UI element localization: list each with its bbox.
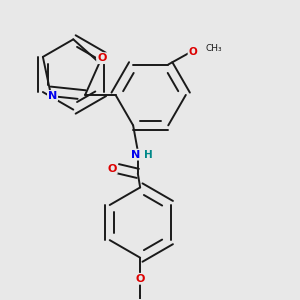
Text: H: H	[144, 150, 153, 160]
Text: O: O	[136, 274, 145, 284]
Text: O: O	[188, 46, 197, 57]
Text: O: O	[97, 53, 106, 63]
Text: CH₃: CH₃	[206, 44, 222, 52]
Text: O: O	[107, 164, 117, 174]
Text: N: N	[48, 91, 57, 101]
Text: N: N	[131, 150, 140, 160]
